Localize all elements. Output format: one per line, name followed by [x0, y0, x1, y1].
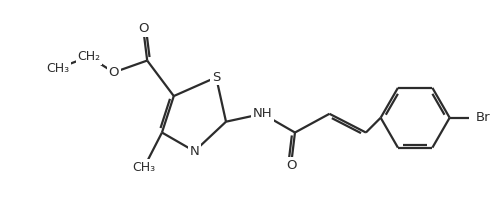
Text: Br: Br — [475, 111, 490, 124]
Text: NH: NH — [252, 107, 272, 120]
Text: O: O — [138, 22, 149, 35]
Text: N: N — [190, 145, 200, 158]
Text: O: O — [109, 66, 119, 79]
Text: CH₂: CH₂ — [78, 50, 101, 63]
Text: O: O — [286, 159, 296, 172]
Text: S: S — [212, 71, 220, 84]
Text: CH₃: CH₃ — [46, 62, 69, 75]
Text: CH₃: CH₃ — [133, 161, 156, 174]
